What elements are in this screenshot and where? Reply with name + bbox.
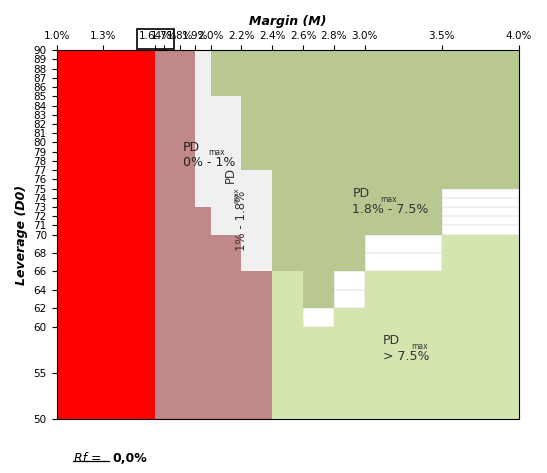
X-axis label: Margin (M): Margin (M): [249, 15, 327, 28]
Text: 1.8% - 7.5%: 1.8% - 7.5%: [352, 203, 429, 216]
Polygon shape: [56, 50, 155, 419]
Text: ROE can not be reached: ROE can not be reached: [101, 155, 111, 296]
Text: PD: PD: [224, 166, 237, 183]
Text: 1% - 1.8%: 1% - 1.8%: [235, 191, 248, 251]
Text: 0,0%: 0,0%: [112, 452, 147, 465]
Polygon shape: [211, 50, 519, 327]
Text: max: max: [233, 187, 239, 203]
Polygon shape: [195, 50, 272, 272]
Text: max: max: [208, 148, 225, 157]
Y-axis label: Leverage (D0): Leverage (D0): [15, 184, 28, 285]
Text: PD: PD: [352, 187, 370, 200]
Text: > 7.5%: > 7.5%: [383, 350, 430, 363]
Text: PD: PD: [383, 334, 400, 347]
Text: max: max: [411, 342, 428, 350]
Text: PD: PD: [183, 140, 200, 154]
Text: Rf =: Rf =: [74, 452, 101, 465]
Text: 0% - 1%: 0% - 1%: [183, 156, 235, 169]
Polygon shape: [155, 50, 272, 419]
Polygon shape: [272, 235, 519, 419]
Text: max: max: [380, 194, 397, 203]
